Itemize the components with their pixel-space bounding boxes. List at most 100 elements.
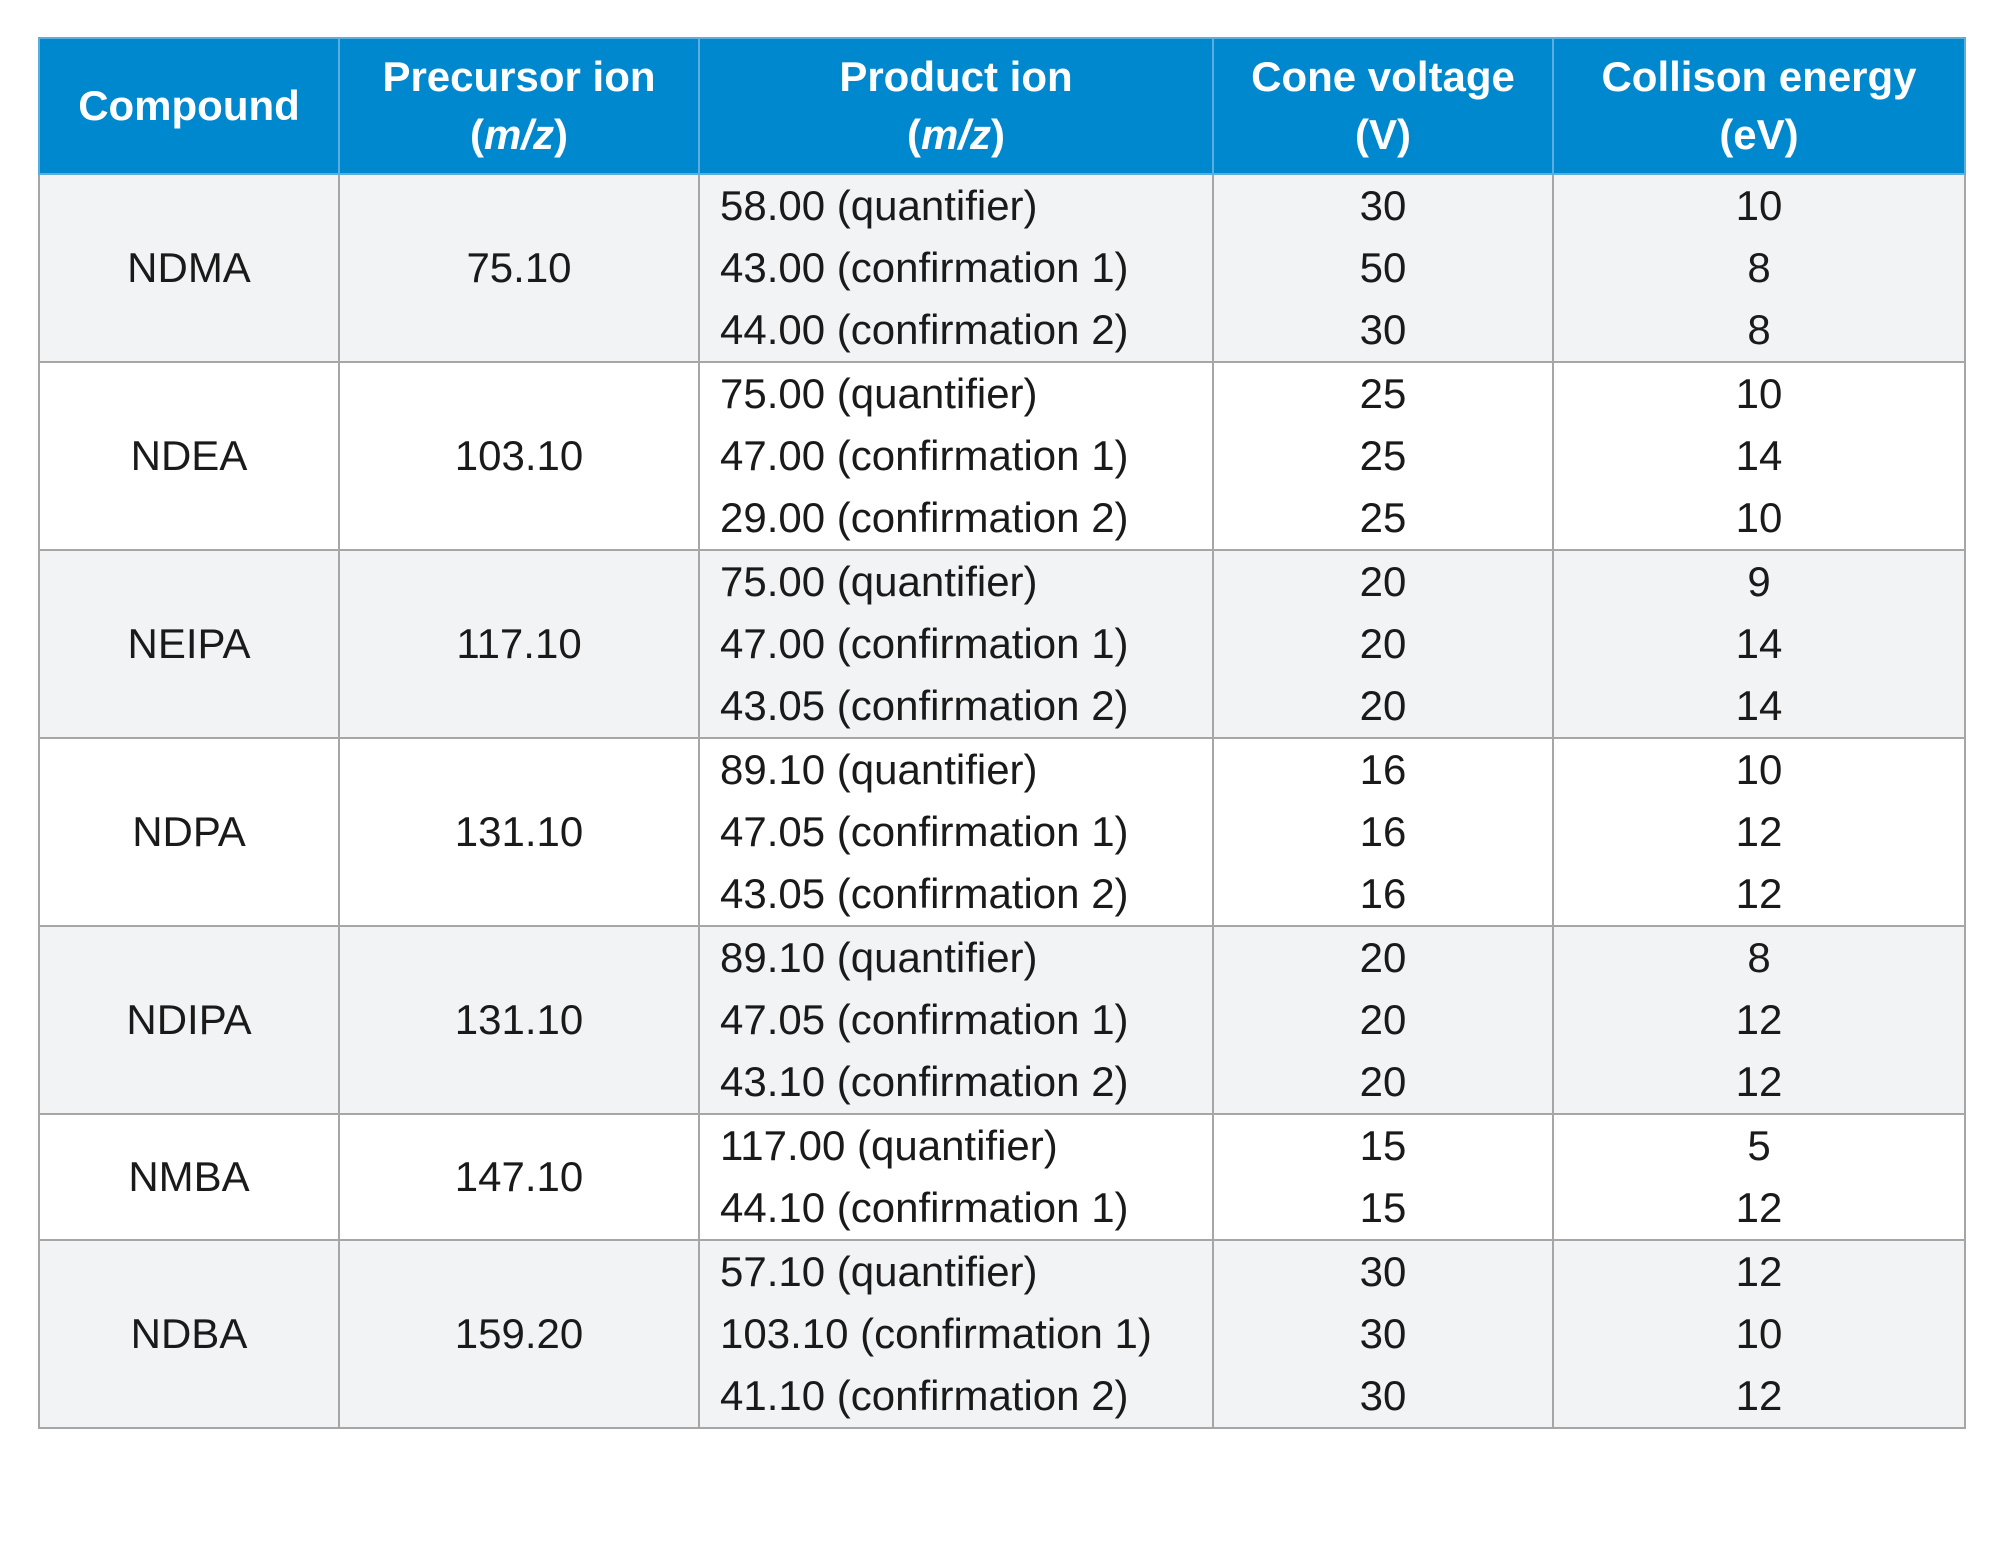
- header-compound: Compound: [38, 37, 340, 175]
- product-cell: 75.00 (quantifier) 47.00 (confirmation 1)…: [698, 549, 1214, 739]
- precursor-cell: 147.10: [338, 1113, 700, 1241]
- collision-energy-value: 12: [1735, 870, 1783, 917]
- cone-voltage-cell: 30 50 30: [1212, 173, 1554, 363]
- cone-voltage-value: 30: [1359, 182, 1407, 229]
- collision-energy-value: 14: [1735, 620, 1783, 667]
- compound-name: NMBA: [128, 1153, 250, 1200]
- compound-name: NDBA: [130, 1310, 248, 1357]
- product-ion-value: 57.10 (quantifier): [720, 1248, 1038, 1295]
- compound-name: NEIPA: [127, 620, 251, 667]
- cone-voltage-value: 20: [1359, 682, 1407, 729]
- cone-voltage-cell: 20 20 20: [1212, 549, 1554, 739]
- collision-energy-value: 9: [1747, 558, 1771, 605]
- product-ion-value: 47.05 (confirmation 1): [720, 808, 1129, 855]
- cone-voltage-cell: 16 16 16: [1212, 737, 1554, 927]
- collision-energy-cell: 12 10 12: [1552, 1239, 1966, 1429]
- cone-voltage-value: 25: [1359, 432, 1407, 479]
- cone-voltage-value: 50: [1359, 244, 1407, 291]
- collision-energy-value: 8: [1747, 934, 1771, 981]
- table-row: NDEA 103.10 75.00 (quantifier) 47.00 (confi…: [38, 361, 1966, 551]
- product-ion-value: 47.05 (confirmation 1): [720, 996, 1129, 1043]
- cone-voltage-value: 30: [1359, 1372, 1407, 1419]
- compound-cell: NDEA: [38, 361, 340, 551]
- collision-energy-value: 10: [1735, 746, 1783, 793]
- collision-energy-value: 12: [1735, 1184, 1783, 1231]
- collision-energy-value: 12: [1735, 808, 1783, 855]
- precursor-unit: m/z: [483, 111, 554, 158]
- cone-voltage-value: 25: [1359, 494, 1407, 541]
- collision-energy-value: 12: [1735, 996, 1783, 1043]
- compound-name: NDPA: [132, 808, 246, 855]
- cone-voltage-value: 20: [1359, 1058, 1407, 1105]
- precursor-value: 131.10: [454, 808, 584, 855]
- product-ion-value: 29.00 (confirmation 2): [720, 494, 1129, 541]
- table-row: NDPA 131.10 89.10 (quantifier) 47.05 (confi…: [38, 737, 1966, 927]
- table-row: NDIPA 131.10 89.10 (quantifier) 47.05 (conf…: [38, 925, 1966, 1115]
- cone-voltage-value: 15: [1359, 1184, 1407, 1231]
- precursor-value: 75.10: [466, 244, 572, 291]
- collision-energy-cell: 5 12: [1552, 1113, 1966, 1241]
- compound-name: NDEA: [130, 432, 248, 479]
- table-body: NDMA 75.10 58.00 (quantifier) 43.00 (confir…: [38, 173, 1966, 1429]
- product-ion-value: 117.00 (quantifier): [720, 1122, 1058, 1169]
- product-ion-value: 43.10 (confirmation 2): [720, 1058, 1129, 1105]
- product-ion-value: 103.10 (confirmation 1): [720, 1310, 1152, 1357]
- product-ion-value: 75.00 (quantifier): [720, 370, 1038, 417]
- cone-voltage-value: 20: [1359, 934, 1407, 981]
- cone-voltage-value: 16: [1359, 746, 1407, 793]
- table-header: Compound Precursor ion (m/z) Product ion…: [38, 37, 1966, 175]
- collision-energy-value: 12: [1735, 1372, 1783, 1419]
- header-row: Compound Precursor ion (m/z) Product ion…: [38, 37, 1966, 175]
- header-cone-voltage: Cone voltage (V): [1212, 37, 1554, 175]
- cone-voltage-cell: 30 30 30: [1212, 1239, 1554, 1429]
- precursor-cell: 103.10: [338, 361, 700, 551]
- product-ion-value: 89.10 (quantifier): [720, 746, 1038, 793]
- product-ion-value: 47.00 (confirmation 1): [720, 432, 1129, 479]
- header-product-ion: Product ion (m/z): [698, 37, 1214, 175]
- product-cell: 89.10 (quantifier) 47.05 (confirmation 1)…: [698, 925, 1214, 1115]
- product-ion-value: 75.00 (quantifier): [720, 558, 1038, 605]
- product-ion-value: 41.10 (confirmation 2): [720, 1372, 1129, 1419]
- precursor-cell: 117.10: [338, 549, 700, 739]
- collision-energy-value: 12: [1735, 1248, 1783, 1295]
- precursor-value: 147.10: [454, 1153, 584, 1200]
- product-cell: 57.10 (quantifier) 103.10 (confirmation 1…: [698, 1239, 1214, 1429]
- product-ion-value: 58.00 (quantifier): [720, 182, 1038, 229]
- collision-energy-value: 5: [1747, 1122, 1771, 1169]
- compound-cell: NDBA: [38, 1239, 340, 1429]
- collision-energy-cell: 10 8 8: [1552, 173, 1966, 363]
- collision-energy-value: 10: [1735, 370, 1783, 417]
- collision-energy-value: 10: [1735, 182, 1783, 229]
- cone-voltage-value: 20: [1359, 996, 1407, 1043]
- product-cell: 75.00 (quantifier) 47.00 (confirmation 1)…: [698, 361, 1214, 551]
- collision-energy-value: 8: [1747, 306, 1771, 353]
- product-ion-value: 44.10 (confirmation 1): [720, 1184, 1129, 1231]
- cone-voltage-value: 16: [1359, 808, 1407, 855]
- product-cell: 89.10 (quantifier) 47.05 (confirmation 1)…: [698, 737, 1214, 927]
- product-ion-value: 43.05 (confirmation 2): [720, 870, 1129, 917]
- table-row: NEIPA 117.10 75.00 (quantifier) 47.00 (conf…: [38, 549, 1966, 739]
- precursor-cell: 159.20: [338, 1239, 700, 1429]
- collision-energy-cell: 10 14 10: [1552, 361, 1966, 551]
- table-row: NDMA 75.10 58.00 (quantifier) 43.00 (confir…: [38, 173, 1966, 363]
- product-cell: 58.00 (quantifier) 43.00 (confirmation 1)…: [698, 173, 1214, 363]
- precursor-value: 103.10: [454, 432, 584, 479]
- collision-energy-value: 10: [1735, 494, 1783, 541]
- product-ion-value: 43.00 (confirmation 1): [720, 244, 1129, 291]
- precursor-value: 131.10: [454, 996, 584, 1043]
- header-precursor-ion: Precursor ion (m/z): [338, 37, 700, 175]
- collision-energy-cell: 10 12 12: [1552, 737, 1966, 927]
- cone-voltage-value: 30: [1359, 1248, 1407, 1295]
- collision-energy-cell: 9 14 14: [1552, 549, 1966, 739]
- compound-cell: NDIPA: [38, 925, 340, 1115]
- compound-cell: NDPA: [38, 737, 340, 927]
- cone-voltage-value: 20: [1359, 620, 1407, 667]
- collision-energy-value: 10: [1735, 1310, 1783, 1357]
- collision-energy-value: 14: [1735, 682, 1783, 729]
- cone-voltage-value: 30: [1359, 1310, 1407, 1357]
- product-ion-value: 43.05 (confirmation 2): [720, 682, 1129, 729]
- cone-voltage-value: 20: [1359, 558, 1407, 605]
- collision-energy-value: 14: [1735, 432, 1783, 479]
- table-row: NDBA 159.20 57.10 (quantifier) 103.10 (conf…: [38, 1239, 1966, 1429]
- cone-voltage-cell: 20 20 20: [1212, 925, 1554, 1115]
